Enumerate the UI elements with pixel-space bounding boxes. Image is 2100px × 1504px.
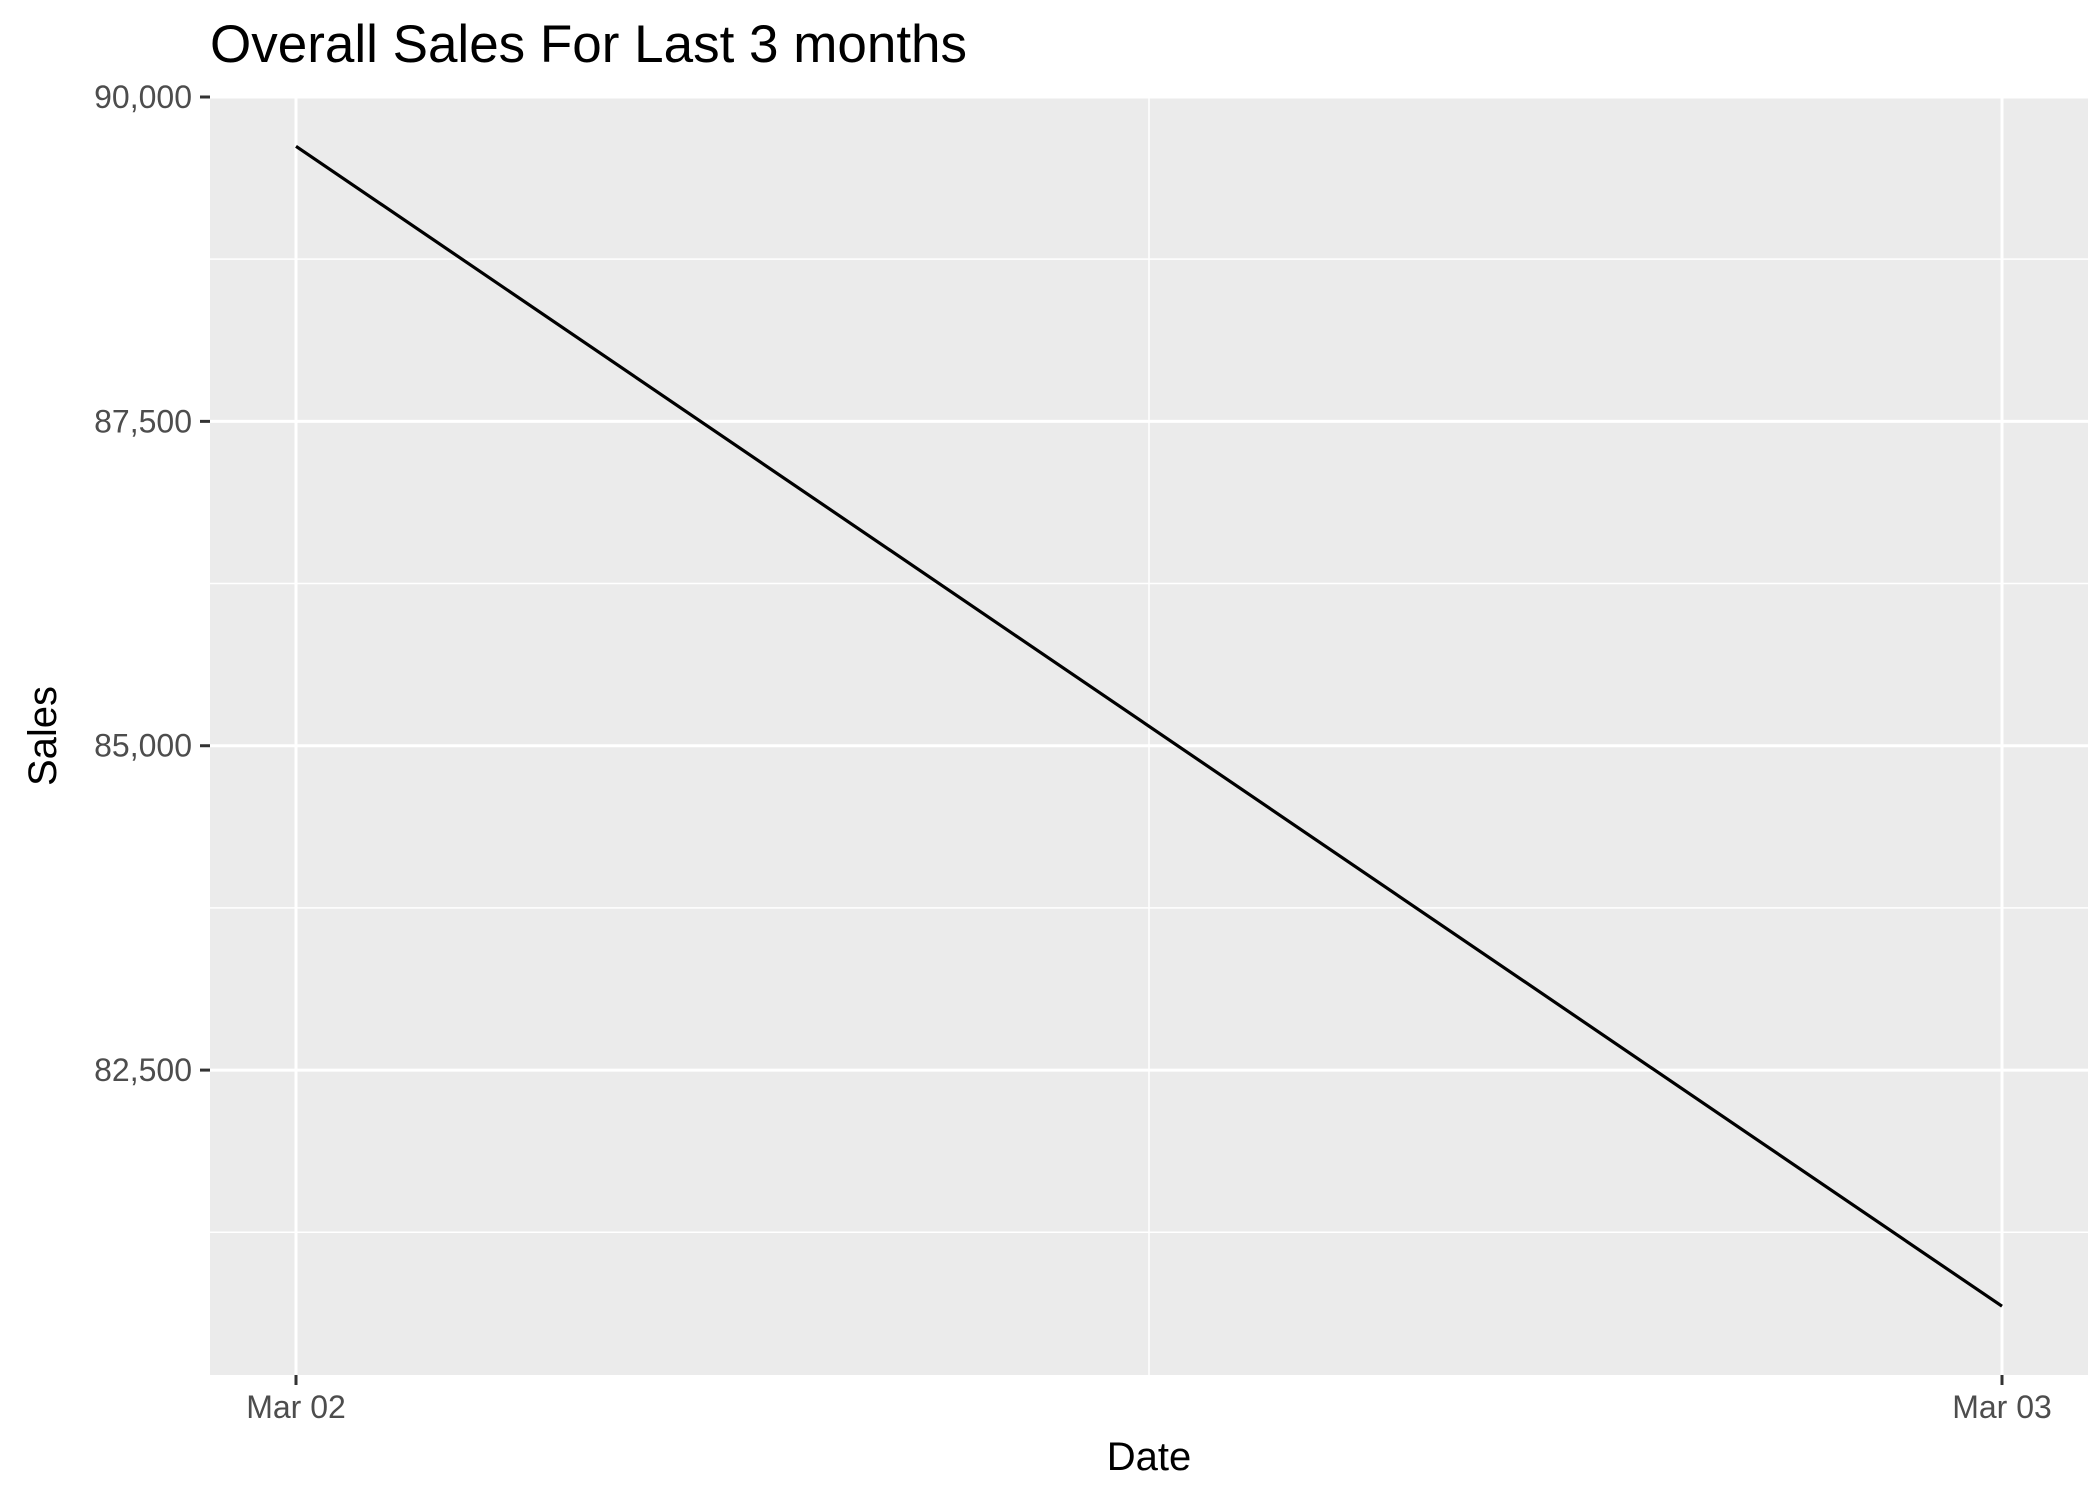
series-layer — [295, 144, 2003, 1308]
grid-major — [210, 95, 2088, 1375]
y-tick-label: 87,500 — [94, 403, 192, 439]
y-tick-label: 85,000 — [94, 728, 192, 764]
y-tick-label: 90,000 — [94, 79, 192, 115]
y-axis-title: Sales — [21, 686, 65, 786]
series-line-0 — [295, 144, 2003, 1308]
x-axis: Mar 02 Mar 03 — [246, 1375, 2052, 1425]
chart-title: Overall Sales For Last 3 months — [210, 15, 967, 74]
y-tick-label: 82,500 — [94, 1052, 192, 1088]
y-axis: 82,500 85,000 87,500 90,000 — [94, 79, 210, 1088]
x-tick-label: Mar 02 — [246, 1389, 346, 1425]
x-axis-title: Date — [1107, 1435, 1192, 1479]
grid-minor — [210, 97, 2088, 1375]
x-tick-label: Mar 03 — [1952, 1389, 2052, 1425]
